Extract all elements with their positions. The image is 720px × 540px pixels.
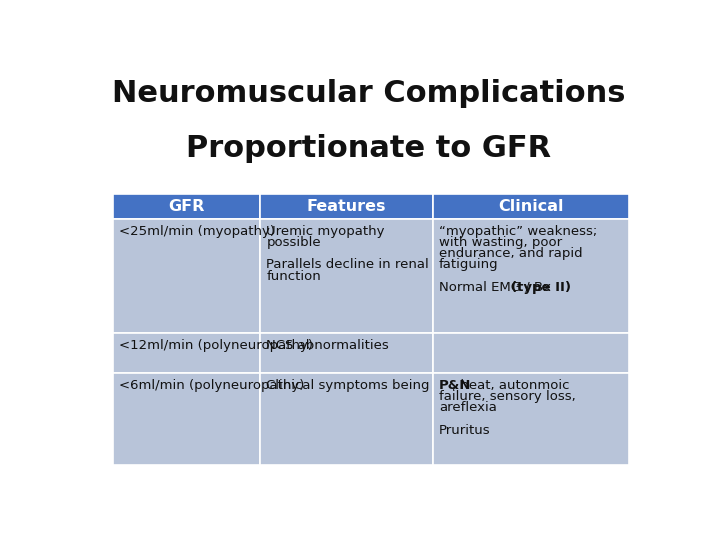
- Bar: [433, 194, 629, 219]
- Text: Features: Features: [307, 199, 386, 214]
- Bar: [433, 333, 629, 373]
- Text: with wasting, poor: with wasting, poor: [439, 236, 562, 249]
- Text: <25ml/min (myopathy): <25ml/min (myopathy): [120, 225, 276, 238]
- Bar: [433, 373, 629, 465]
- Text: Normal EMG / Bx: Normal EMG / Bx: [439, 281, 555, 294]
- Bar: [113, 333, 260, 373]
- Bar: [433, 219, 629, 333]
- Text: Uremic myopathy: Uremic myopathy: [266, 225, 384, 238]
- Bar: [260, 194, 433, 219]
- Text: function: function: [266, 269, 321, 282]
- Text: , heat, autonmoic: , heat, autonmoic: [452, 379, 570, 392]
- Text: <6ml/min (polyneuropathy): <6ml/min (polyneuropathy): [120, 379, 305, 392]
- Text: failure, sensory loss,: failure, sensory loss,: [439, 390, 576, 403]
- Text: areflexia: areflexia: [439, 401, 497, 414]
- Bar: [260, 219, 433, 333]
- Bar: [113, 373, 260, 465]
- Text: “myopathic” weakness;: “myopathic” weakness;: [439, 225, 597, 238]
- Bar: [260, 373, 433, 465]
- Text: possible: possible: [266, 236, 321, 249]
- Bar: [113, 194, 260, 219]
- Text: GFR: GFR: [168, 199, 205, 214]
- Text: Neuromuscular Complications: Neuromuscular Complications: [112, 79, 626, 107]
- Text: Pruritus: Pruritus: [439, 423, 490, 437]
- Text: endurance, and rapid: endurance, and rapid: [439, 247, 582, 260]
- Text: Parallels decline in renal: Parallels decline in renal: [266, 259, 429, 272]
- Text: <12ml/min (polyneuropathy): <12ml/min (polyneuropathy): [120, 339, 313, 352]
- Text: Clinical: Clinical: [498, 199, 564, 214]
- Text: NCS abnormalities: NCS abnormalities: [266, 339, 389, 352]
- Text: Clinical symptoms being: Clinical symptoms being: [266, 379, 430, 392]
- Text: (type II): (type II): [511, 281, 571, 294]
- Bar: [260, 333, 433, 373]
- Bar: [113, 219, 260, 333]
- Text: Proportionate to GFR: Proportionate to GFR: [186, 134, 552, 163]
- Text: P&N: P&N: [439, 379, 472, 392]
- Text: fatiguing: fatiguing: [439, 259, 499, 272]
